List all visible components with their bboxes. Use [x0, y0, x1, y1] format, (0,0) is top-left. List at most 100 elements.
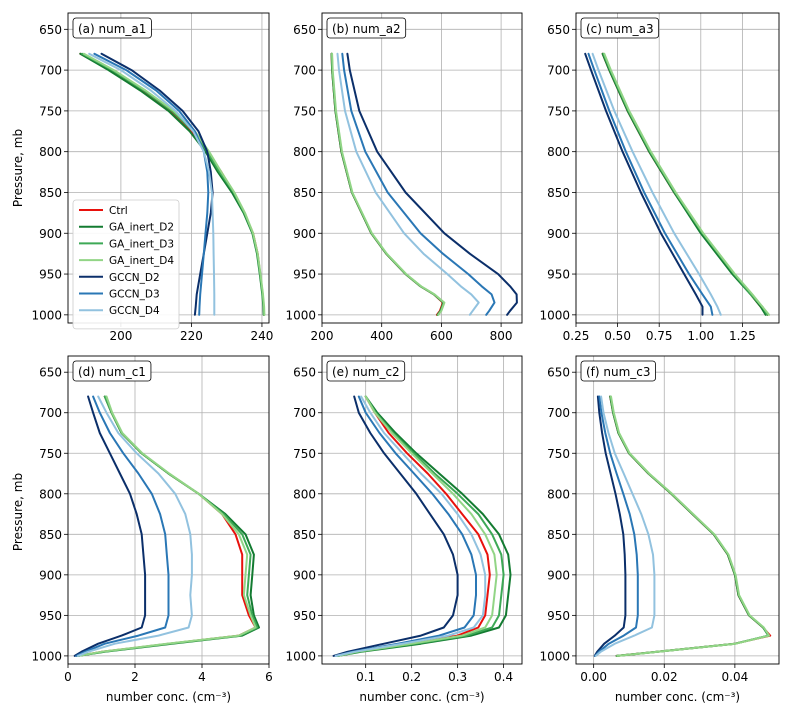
- series-group: [330, 52, 518, 316]
- series-line-gccn-d2: [584, 52, 704, 316]
- y-tick-label: 850: [39, 186, 62, 200]
- x-tick-label: 0.3: [448, 670, 467, 684]
- x-tick-label: 600: [430, 329, 453, 343]
- x-tick-label: 0.2: [402, 670, 421, 684]
- y-tick-label: 950: [39, 268, 62, 282]
- x-tick-label: 0: [64, 670, 72, 684]
- series-line-ga-inert-d4: [337, 395, 498, 657]
- y-tick-label: 1000: [31, 649, 62, 663]
- x-axis-label: number conc. (cm⁻³): [106, 690, 231, 704]
- panel-title: (a) num_a1: [78, 22, 146, 36]
- y-tick-label: 1000: [31, 308, 62, 322]
- x-tick-label: 0.25: [563, 329, 590, 343]
- series-line-gccn-d2: [332, 395, 459, 657]
- legend-label: GA_inert_D4: [109, 255, 174, 267]
- x-tick-label: 4: [198, 670, 206, 684]
- y-tick-label: 800: [547, 487, 570, 501]
- y-tick-label: 700: [39, 64, 62, 78]
- y-tick-label: 900: [39, 227, 62, 241]
- legend-box: [72, 199, 180, 330]
- legend-label: GCCN_D3: [109, 289, 160, 301]
- x-tick-label: 240: [250, 329, 273, 343]
- y-tick-label: 650: [547, 366, 570, 380]
- legend-label: GCCN_D4: [109, 305, 160, 317]
- x-tick-label: 1.25: [729, 329, 756, 343]
- x-tick-label: 0.02: [651, 670, 678, 684]
- x-tick-label: 200: [311, 329, 334, 343]
- panel-5: 0.1 0.2 0.3 0.4 650 700 750 800 850 900 950 1000 (e)…: [285, 355, 523, 704]
- legend-item-gccn-d2: GCCN_D2: [79, 272, 160, 284]
- legend-item-ga-inert-d3: GA_inert_D3: [79, 238, 174, 250]
- y-tick-label: 900: [293, 568, 316, 582]
- y-tick-label: 850: [293, 528, 316, 542]
- x-tick-label: 6: [265, 670, 273, 684]
- series-line-gccn-d4: [88, 52, 216, 316]
- series-line-ga-inert-d4: [77, 395, 257, 657]
- y-tick-label: 800: [293, 145, 316, 159]
- y-tick-label: 800: [547, 145, 570, 159]
- y-tick-label: 650: [39, 23, 62, 37]
- y-tick-label: 700: [293, 64, 316, 78]
- series-line-gccn-d4: [594, 395, 656, 657]
- y-tick-label: 750: [39, 447, 62, 461]
- series-line-ga-inert-d4: [331, 52, 446, 316]
- x-tick-label: 0.50: [604, 329, 631, 343]
- series-line-gccn-d3: [341, 52, 496, 316]
- panel-title-box: [72, 360, 152, 382]
- y-tick-label: 1000: [539, 649, 570, 663]
- legend-item-ctrl: Ctrl: [79, 205, 128, 217]
- x-tick-label: 0.00: [580, 670, 607, 684]
- series-line-gccn-d4: [77, 395, 193, 657]
- panel-1: 200 220 240 650 700 750 800 850 900 950 1000 (a) nu…: [31, 12, 273, 343]
- x-tick-label: 2: [131, 670, 139, 684]
- y-axis-label-top-row: Pressure, mb: [11, 129, 25, 207]
- y-tick-label: 650: [547, 23, 570, 37]
- series-line-gccn-d3: [334, 395, 477, 657]
- y-tick-label: 950: [293, 268, 316, 282]
- y-tick-label: 750: [547, 447, 570, 461]
- y-tick-label: 850: [547, 186, 570, 200]
- y-tick-label: 1000: [285, 649, 316, 663]
- legend-label: GCCN_D2: [109, 272, 160, 284]
- y-tick-label: 800: [39, 487, 62, 501]
- y-tick-label: 700: [293, 406, 316, 420]
- x-tick-label: 400: [370, 329, 393, 343]
- x-tick-label: 200: [109, 329, 132, 343]
- x-tick-label: 1.00: [687, 329, 714, 343]
- y-tick-label: 900: [547, 568, 570, 582]
- panel-frame: [575, 12, 780, 324]
- y-tick-label: 950: [293, 609, 316, 623]
- series-line-gccn-d4: [336, 52, 480, 316]
- series-line-ga-inert-d4: [610, 395, 771, 657]
- y-tick-label: 750: [293, 447, 316, 461]
- panel-frame: [575, 355, 780, 665]
- x-tick-label: 220: [180, 329, 203, 343]
- series-line-gccn-d3: [587, 52, 714, 316]
- legend-label: GA_inert_D2: [109, 222, 174, 234]
- y-tick-label: 650: [39, 366, 62, 380]
- series-line-gccn-d3: [594, 395, 639, 657]
- series-group: [593, 395, 772, 657]
- series-line-gccn-d2: [73, 395, 147, 657]
- panel-3: 0.25 0.50 0.75 1.00 1.25 650 700 750 800 850 900 95…: [539, 12, 780, 343]
- panel-title: (b) num_a2: [332, 22, 401, 36]
- x-tick-label: 0.4: [494, 670, 513, 684]
- y-tick-label: 750: [293, 104, 316, 118]
- legend: Ctrl GA_inert_D2 GA_inert_D3 GA_inert_D4 GCC…: [72, 199, 180, 330]
- legend-item-gccn-d4: GCCN_D4: [79, 305, 160, 317]
- panel-4: 0 2 4 6 650 700 750 800 850 900 950 1000 (d) num_c1n…: [31, 355, 273, 704]
- y-tick-label: 1000: [539, 308, 570, 322]
- panel-title-box: [580, 17, 660, 39]
- x-tick-label: 800: [490, 329, 513, 343]
- series-line-gccn-d2: [593, 395, 627, 657]
- y-tick-label: 700: [547, 406, 570, 420]
- y-tick-label: 650: [293, 23, 316, 37]
- y-tick-label: 1000: [285, 308, 316, 322]
- y-tick-label: 850: [39, 528, 62, 542]
- x-axis-label: number conc. (cm⁻³): [615, 690, 740, 704]
- panel-title-box: [326, 17, 407, 39]
- series-group: [584, 52, 770, 316]
- panel-title: (e) num_c2: [332, 365, 400, 379]
- panel-frame: [321, 12, 523, 324]
